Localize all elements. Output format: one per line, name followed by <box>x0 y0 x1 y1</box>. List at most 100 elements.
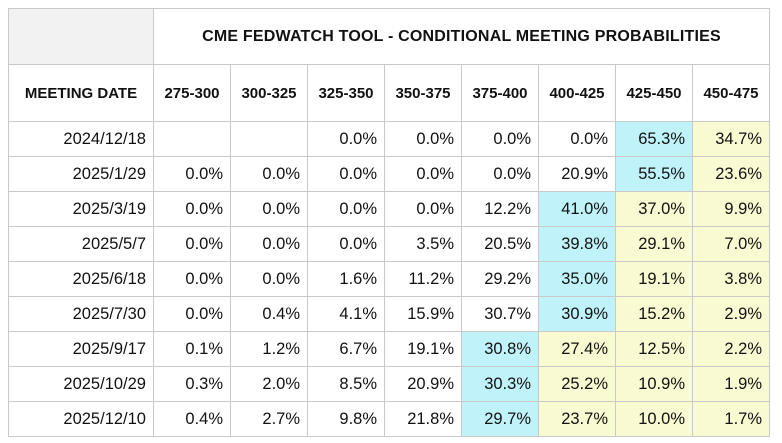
probability-cell: 0.0% <box>153 156 231 192</box>
probability-cell <box>230 121 308 157</box>
meeting-date-cell: 2025/5/7 <box>8 226 154 262</box>
probability-cell: 1.9% <box>692 366 770 402</box>
probability-cell: 0.0% <box>384 191 462 227</box>
probability-cell: 0.0% <box>307 191 385 227</box>
meeting-date-cell: 2025/1/29 <box>8 156 154 192</box>
fedwatch-table-wrapper: CME FEDWATCH TOOL - CONDITIONAL MEETING … <box>8 8 770 437</box>
rate-range-header: 325-350 <box>307 64 385 122</box>
table-body: 2024/12/18 0.0% 0.0% 0.0% 0.0% 65.3% 34.7% 2025… <box>8 121 770 437</box>
probability-cell: 1.6% <box>307 261 385 297</box>
probability-cell: 11.2% <box>384 261 462 297</box>
probability-cell: 20.5% <box>461 226 539 262</box>
meeting-date-cell: 2025/3/19 <box>8 191 154 227</box>
probability-cell: 2.9% <box>692 296 770 332</box>
column-header-row: MEETING DATE 275-300 300-325 325-350 350-37… <box>8 64 770 122</box>
probability-cell: 0.0% <box>307 226 385 262</box>
probability-cell: 0.0% <box>153 226 231 262</box>
probability-cell: 19.1% <box>615 261 693 297</box>
probability-cell: 1.7% <box>692 401 770 437</box>
probability-cell: 9.8% <box>307 401 385 437</box>
probability-cell: 7.0% <box>692 226 770 262</box>
probability-cell: 3.8% <box>692 261 770 297</box>
probability-cell: 0.0% <box>307 156 385 192</box>
table-row: 2025/5/7 0.0% 0.0% 0.0% 3.5% 20.5% 39.8% 29.1% 7… <box>8 226 770 262</box>
probability-cell: 0.0% <box>230 156 308 192</box>
probability-cell: 39.8% <box>538 226 616 262</box>
probability-table: CME FEDWATCH TOOL - CONDITIONAL MEETING … <box>8 8 770 437</box>
probability-cell: 23.7% <box>538 401 616 437</box>
probability-cell: 0.0% <box>230 191 308 227</box>
probability-cell: 0.0% <box>230 226 308 262</box>
probability-cell: 29.1% <box>615 226 693 262</box>
probability-cell: 35.0% <box>538 261 616 297</box>
probability-cell: 10.0% <box>615 401 693 437</box>
probability-cell: 0.0% <box>384 121 462 157</box>
probability-cell: 65.3% <box>615 121 693 157</box>
probability-cell: 20.9% <box>384 366 462 402</box>
probability-cell: 0.0% <box>461 156 539 192</box>
rate-range-header: 400-425 <box>538 64 616 122</box>
probability-cell: 0.0% <box>153 191 231 227</box>
probability-cell: 0.0% <box>230 261 308 297</box>
rate-range-header: 375-400 <box>461 64 539 122</box>
probability-cell: 0.0% <box>153 261 231 297</box>
table-row: 2025/7/30 0.0% 0.4% 4.1% 15.9% 30.7% 30.9% 15.2… <box>8 296 770 332</box>
probability-cell: 0.0% <box>384 156 462 192</box>
probability-cell: 3.5% <box>384 226 462 262</box>
probability-cell: 30.9% <box>538 296 616 332</box>
rate-range-header: 300-325 <box>230 64 308 122</box>
probability-cell: 15.9% <box>384 296 462 332</box>
table-row: 2025/3/19 0.0% 0.0% 0.0% 0.0% 12.2% 41.0% 37.0%… <box>8 191 770 227</box>
probability-cell: 27.4% <box>538 331 616 367</box>
rate-range-header: 275-300 <box>153 64 231 122</box>
probability-cell: 55.5% <box>615 156 693 192</box>
meeting-date-cell: 2025/10/29 <box>8 366 154 402</box>
corner-cell <box>8 8 154 65</box>
rate-range-header: 425-450 <box>615 64 693 122</box>
probability-cell: 29.2% <box>461 261 539 297</box>
meeting-date-cell: 2025/7/30 <box>8 296 154 332</box>
probability-cell: 0.0% <box>307 121 385 157</box>
table-row: 2025/1/29 0.0% 0.0% 0.0% 0.0% 0.0% 20.9% 55.5% 2… <box>8 156 770 192</box>
probability-cell: 10.9% <box>615 366 693 402</box>
probability-cell: 0.4% <box>153 401 231 437</box>
probability-cell: 30.8% <box>461 331 539 367</box>
probability-cell: 8.5% <box>307 366 385 402</box>
rate-range-header: 450-475 <box>692 64 770 122</box>
probability-cell: 0.0% <box>153 296 231 332</box>
probability-cell: 25.2% <box>538 366 616 402</box>
probability-cell: 6.7% <box>307 331 385 367</box>
probability-cell: 0.0% <box>461 121 539 157</box>
probability-cell: 29.7% <box>461 401 539 437</box>
table-row: 2025/12/10 0.4% 2.7% 9.8% 21.8% 29.7% 23.7% 10.… <box>8 401 770 437</box>
probability-cell: 0.3% <box>153 366 231 402</box>
meeting-date-cell: 2025/6/18 <box>8 261 154 297</box>
probability-cell: 20.9% <box>538 156 616 192</box>
probability-cell: 0.0% <box>538 121 616 157</box>
meeting-date-header: MEETING DATE <box>8 64 154 122</box>
title-row: CME FEDWATCH TOOL - CONDITIONAL MEETING … <box>8 8 770 65</box>
probability-cell: 12.5% <box>615 331 693 367</box>
probability-cell: 21.8% <box>384 401 462 437</box>
probability-cell: 41.0% <box>538 191 616 227</box>
meeting-date-cell: 2024/12/18 <box>8 121 154 157</box>
probability-cell: 9.9% <box>692 191 770 227</box>
probability-cell: 2.7% <box>230 401 308 437</box>
probability-cell: 2.2% <box>692 331 770 367</box>
rate-range-header: 350-375 <box>384 64 462 122</box>
probability-cell: 0.4% <box>230 296 308 332</box>
table-row: 2024/12/18 0.0% 0.0% 0.0% 0.0% 65.3% 34.7% <box>8 121 770 157</box>
probability-cell: 37.0% <box>615 191 693 227</box>
meeting-date-cell: 2025/9/17 <box>8 331 154 367</box>
table-row: 2025/6/18 0.0% 0.0% 1.6% 11.2% 29.2% 35.0% 19.1… <box>8 261 770 297</box>
probability-cell <box>153 121 231 157</box>
probability-cell: 2.0% <box>230 366 308 402</box>
table-row: 2025/9/17 0.1% 1.2% 6.7% 19.1% 30.8% 27.4% 12.5… <box>8 331 770 367</box>
probability-cell: 0.1% <box>153 331 231 367</box>
probability-cell: 30.3% <box>461 366 539 402</box>
table-title: CME FEDWATCH TOOL - CONDITIONAL MEETING … <box>153 8 770 65</box>
probability-cell: 12.2% <box>461 191 539 227</box>
probability-cell: 1.2% <box>230 331 308 367</box>
probability-cell: 19.1% <box>384 331 462 367</box>
meeting-date-cell: 2025/12/10 <box>8 401 154 437</box>
